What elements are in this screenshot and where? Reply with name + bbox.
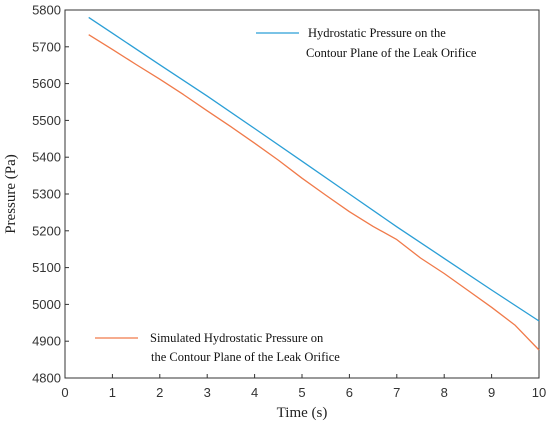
y-tick-label: 5200 <box>32 223 61 238</box>
legend-label-series-1-line-1: Hydrostatic Pressure on the <box>308 26 446 40</box>
series-line-2 <box>88 34 540 351</box>
x-tick-label: 7 <box>393 385 400 400</box>
y-tick-label: 4800 <box>32 371 61 386</box>
y-tick-label: 5300 <box>32 187 61 202</box>
axis-ticks: 0 1 2 3 4 5 6 7 8 9 10 4800 4900 5000 5100 5200 5300 5400… <box>32 3 546 401</box>
x-tick-label: 2 <box>156 385 163 400</box>
x-tick-label: 8 <box>441 385 448 400</box>
legend-label-series-2-line-2: the Contour Plane of the Leak Orifice <box>151 350 340 364</box>
y-tick-label: 5800 <box>32 3 61 18</box>
x-tick-label: 3 <box>204 385 211 400</box>
y-tick-label: 4900 <box>32 334 61 349</box>
series-line-1 <box>88 16 540 322</box>
y-tick-label: 5100 <box>32 260 61 275</box>
x-tick-label: 9 <box>488 385 495 400</box>
legend-series-2: Simulated Hydrostatic Pressure on the Co… <box>95 331 340 364</box>
x-axis-label: Time (s) <box>277 405 328 421</box>
x-tick-label: 5 <box>298 385 305 400</box>
y-axis-label: Pressure (Pa) <box>3 154 19 234</box>
y-tick-label: 5500 <box>32 113 61 128</box>
legend-series-1: Hydrostatic Pressure on the Contour Plan… <box>256 26 477 60</box>
y-tick-label: 5700 <box>32 39 61 54</box>
legend-label-series-2-line-1: Simulated Hydrostatic Pressure on <box>150 331 324 345</box>
x-tick-label: 0 <box>61 385 68 400</box>
y-tick-label: 5400 <box>32 150 61 165</box>
x-tick-label: 10 <box>532 385 546 400</box>
series-lines <box>88 16 540 351</box>
legend-label-series-1-line-2: Contour Plane of the Leak Orifice <box>306 46 477 60</box>
x-tick-label: 4 <box>251 385 258 400</box>
y-tick-label: 5000 <box>32 297 61 312</box>
y-tick-label: 5600 <box>32 76 61 91</box>
x-tick-label: 1 <box>109 385 116 400</box>
x-tick-label: 6 <box>346 385 353 400</box>
